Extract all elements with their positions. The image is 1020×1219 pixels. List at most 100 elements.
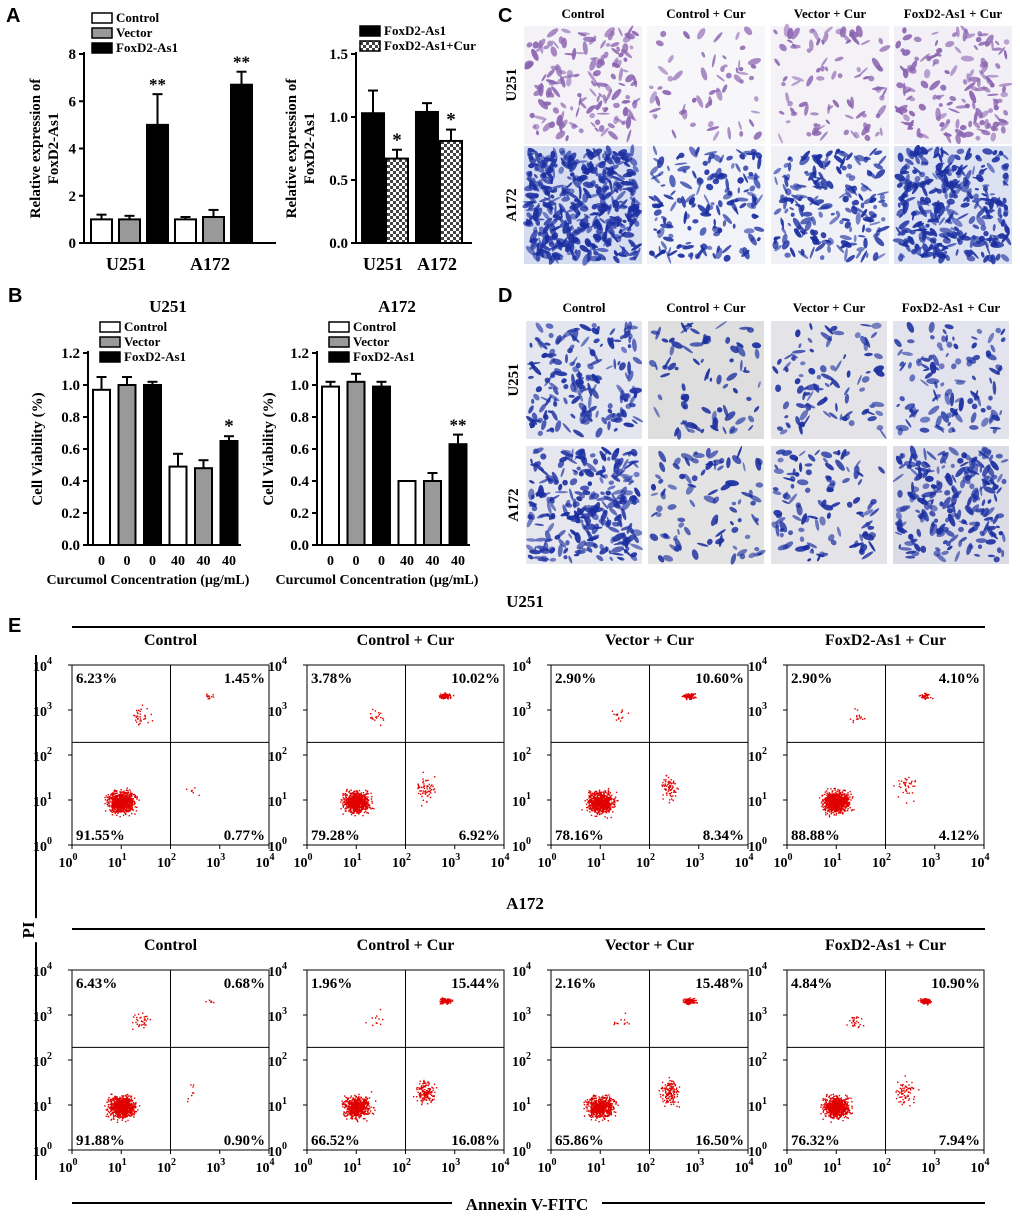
- micrograph-c-0-3-cell: [996, 98, 1003, 104]
- flow-0-0-event: [143, 718, 145, 720]
- flow-0-1-event: [361, 798, 363, 800]
- flow-0-2-y-tick-label: 103: [512, 701, 531, 720]
- micrograph-c-1-0-cell: [607, 203, 612, 215]
- flow-0-2-title: Vector + Cur: [605, 632, 694, 649]
- flow-0-0-event: [129, 808, 131, 810]
- micrograph-c-0-2-cell: [845, 39, 852, 44]
- micrograph-c-0-2-cell: [855, 110, 866, 119]
- flow-0-0-event: [129, 791, 132, 793]
- micrograph-c-1-0-cell: [569, 229, 582, 237]
- micrograph-column-label: Control + Cur: [666, 300, 746, 315]
- flow-0-1-event: [430, 785, 432, 787]
- flow-0-0-event: [138, 799, 140, 801]
- micrograph-c-0-3-cell: [908, 96, 916, 102]
- flow-0-2-q-lower-right: 8.34%: [703, 828, 744, 844]
- flow-0-0-event: [123, 796, 126, 799]
- flow-0-0-event: [114, 797, 116, 800]
- micrograph-c-0-1-cell: [750, 64, 757, 69]
- flow-0-0-event: [118, 806, 121, 808]
- flow-0-1-event: [423, 785, 425, 788]
- micrograph-c-0-0-cell: [559, 111, 565, 124]
- micrograph-c-0-3-cell: [959, 124, 967, 131]
- flow-0-0-x-tick-exponent: 1: [122, 852, 127, 863]
- flow-0-0-event: [111, 800, 114, 802]
- micrograph-c-0-0-cell: [598, 125, 605, 132]
- micrograph-c-0-0-cell: [552, 107, 559, 114]
- flow-0-2: Vector + Cur1001001011011021021031031041…: [512, 632, 754, 871]
- micrograph-c-1-1-cell: [676, 197, 683, 204]
- flow-0-1-event: [356, 812, 358, 814]
- flow-0-1-event: [359, 800, 361, 802]
- micrograph-c-0-3-cell: [989, 82, 995, 88]
- flow-0-0-event: [121, 806, 124, 808]
- flow-0-0-q-lower-left: 91.55%: [76, 828, 125, 844]
- micrograph-c-0-2-cell: [868, 75, 875, 82]
- micrograph-c-0-0-cell: [558, 124, 563, 133]
- micrograph-c-1-0-cell: [543, 157, 552, 162]
- flow-0-0-x-tick-label: 101: [108, 852, 127, 871]
- micrograph-c-0-3-cell: [919, 53, 930, 62]
- flow-0-1-event: [426, 785, 428, 787]
- a-right-A172-bar: [439, 139, 463, 244]
- flow-0-0-event: [133, 800, 135, 803]
- flow-0-0-event: [141, 704, 144, 706]
- micrograph-c-1-0-cell: [626, 227, 632, 232]
- flow-0-1-event: [362, 792, 365, 794]
- micrograph-c-0-0-cell: [602, 94, 607, 104]
- flow-0-1-event: [356, 790, 358, 792]
- flow-0-0-event: [113, 802, 115, 804]
- micrograph-c-1-0-cell: [626, 168, 637, 176]
- flow-0-0-event: [106, 801, 108, 803]
- b-left-x-tick-label: 0: [98, 554, 105, 569]
- micrograph-c-1-0-cell: [602, 181, 608, 185]
- flow-0-1-q-lower-right: 6.92%: [459, 828, 500, 844]
- flow-0-0-event: [212, 696, 215, 698]
- flow-0-1-event: [434, 791, 436, 793]
- micrograph-c-0-0-cell: [566, 76, 572, 87]
- micrograph-c-0-0-cell: [538, 39, 544, 54]
- flow-0-1-event: [364, 802, 367, 805]
- flow-0-1-event: [360, 792, 363, 794]
- flow-0-0-event: [114, 804, 116, 806]
- flow-0-0-event: [112, 797, 115, 799]
- micrograph-c-1-0-cell: [586, 249, 592, 263]
- flow-0-0-event: [139, 716, 141, 718]
- b-left-legend-label: Control: [124, 319, 167, 334]
- a-right-U251-significance: *: [392, 130, 402, 151]
- micrograph-c-0-0-cell: [589, 113, 596, 119]
- flow-0-1-q-upper-right: 10.02%: [451, 671, 500, 687]
- micrograph-c-0-2-cell: [791, 27, 800, 40]
- micrograph-c-1-1-cell: [685, 241, 692, 245]
- flow-0-1-event: [354, 796, 357, 799]
- a-right-category-label: U251: [363, 254, 403, 274]
- flow-0-0-event: [124, 794, 127, 796]
- micrograph-c-1-0-cell: [561, 186, 566, 198]
- b-left-4-bar: [194, 467, 213, 547]
- micrograph-c-1-0-cell: [616, 218, 624, 227]
- micrograph-c-0-1-cell: [705, 99, 713, 109]
- micrograph-c-0-2-cell: [850, 130, 858, 139]
- micrograph-c-0-2-cell: [825, 119, 830, 125]
- flow-0-1-event: [342, 801, 344, 803]
- flow-0-0-event: [107, 801, 109, 803]
- micrograph-c-0-3-cell: [954, 46, 962, 54]
- flow-0-0-event: [136, 796, 138, 798]
- flow-0-0-event: [119, 795, 121, 797]
- micrograph-c-0-2-cell: [821, 57, 828, 67]
- flow-0-1-event: [441, 697, 444, 699]
- flow-0-0-event: [122, 814, 125, 816]
- micrograph-c-0-3-cell: [925, 55, 938, 58]
- flow-0-1-events: [340, 692, 455, 817]
- flow-0-0-event: [107, 805, 109, 807]
- flow-0-0-event: [129, 807, 132, 809]
- micrograph-c-0-2-cell: [786, 39, 793, 43]
- flow-0-0-event: [135, 721, 138, 723]
- b-right-y-tick-label: 0.6: [290, 442, 309, 458]
- flow-0-0-event: [127, 791, 130, 794]
- micrograph-c-0-2-cell: [806, 131, 812, 137]
- micrograph-c-0-0-cell: [618, 67, 623, 82]
- micrograph-c-1-0-cell: [534, 150, 541, 165]
- micrograph-c-0-3-cell: [991, 40, 994, 51]
- micrograph-c-0-2-cell: [785, 120, 791, 124]
- flow-0-1-x-tick-exponent: 2: [406, 852, 411, 863]
